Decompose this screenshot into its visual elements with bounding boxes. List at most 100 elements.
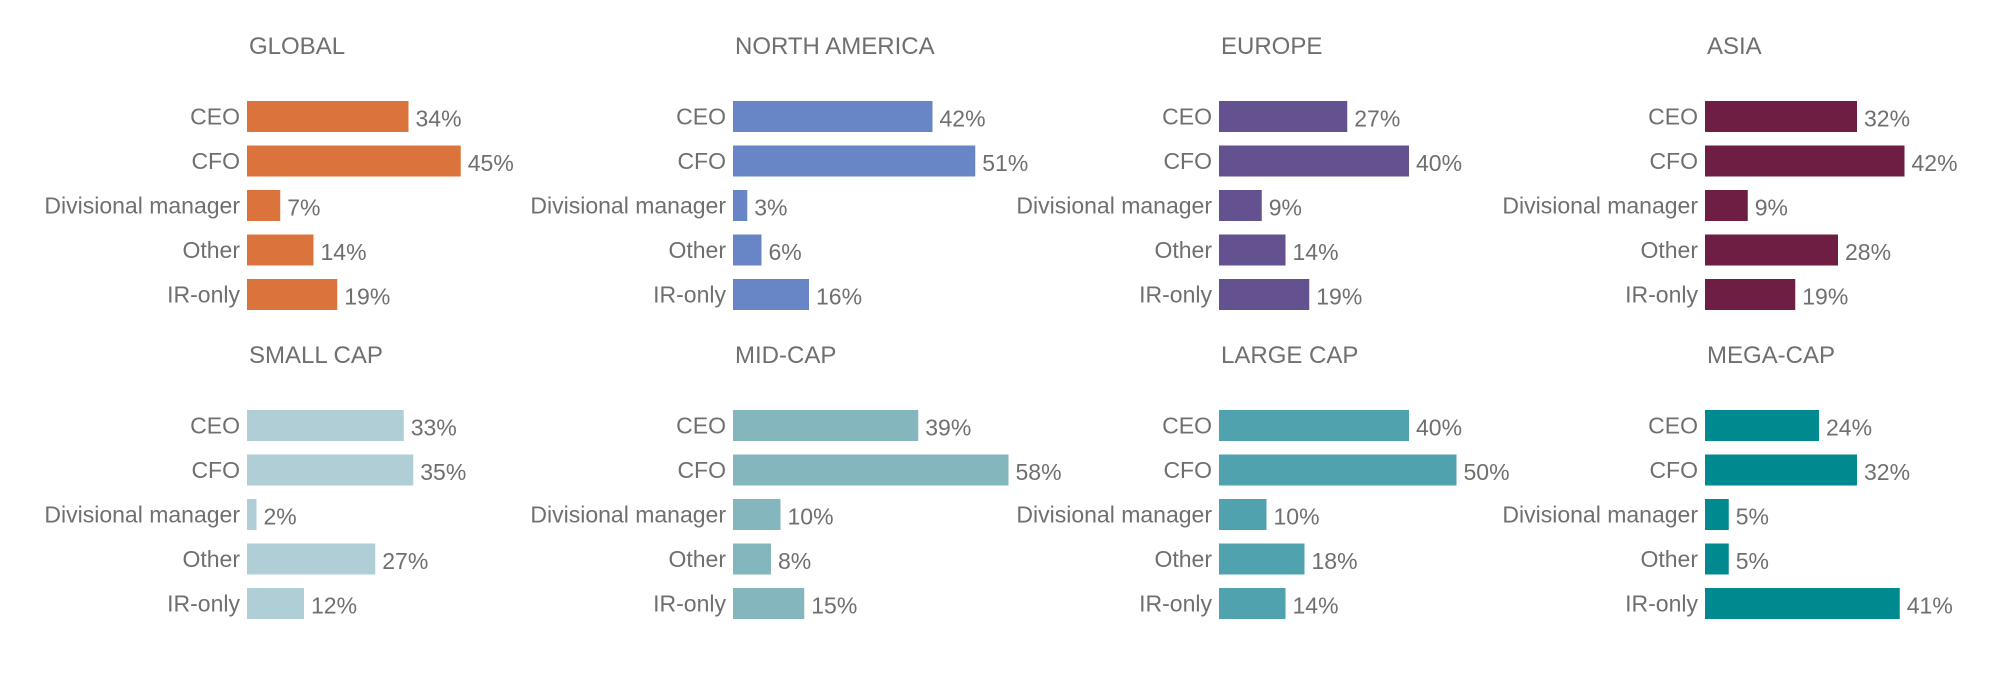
bar: [1705, 279, 1796, 310]
value-label: 58%: [1016, 459, 1062, 485]
value-label: 16%: [816, 284, 862, 310]
value-label: 6%: [769, 239, 802, 265]
category-label: CEO: [1648, 104, 1698, 130]
category-label: CFO: [191, 148, 240, 174]
value-label: 42%: [940, 106, 986, 132]
value-label: 34%: [416, 106, 462, 132]
bar-panel: NORTH AMERICA CEO 42% CFO 51% Divisional mana…: [530, 33, 1028, 310]
value-label: 19%: [344, 284, 390, 310]
category-label: IR-only: [653, 591, 726, 617]
bar: [733, 543, 771, 575]
value-label: 5%: [1736, 504, 1769, 530]
bar: [1219, 101, 1348, 132]
value-label: 9%: [1755, 195, 1788, 221]
category-label: Other: [1154, 237, 1212, 263]
bar: [247, 588, 304, 619]
panel-title: SMALL CAP: [249, 342, 383, 369]
value-label: 3%: [754, 195, 787, 221]
value-label: 19%: [1316, 284, 1362, 310]
value-label: 50%: [1464, 459, 1510, 485]
category-label: CEO: [190, 413, 240, 439]
value-label: 40%: [1416, 415, 1462, 441]
value-label: 45%: [468, 150, 514, 176]
bar: [247, 101, 409, 132]
value-label: 39%: [925, 415, 971, 441]
value-label: 41%: [1907, 593, 1953, 619]
category-label: IR-only: [653, 282, 726, 308]
value-label: 51%: [982, 150, 1028, 176]
category-label: Other: [668, 546, 726, 572]
category-label: IR-only: [1625, 591, 1698, 617]
panel-title: MEGA-CAP: [1707, 342, 1835, 369]
category-label: CFO: [191, 457, 240, 483]
category-label: CFO: [1649, 148, 1698, 174]
value-label: 10%: [1274, 504, 1320, 530]
panel-title: NORTH AMERICA: [735, 33, 935, 60]
bar: [733, 499, 781, 530]
value-label: 15%: [811, 593, 857, 619]
bar: [247, 410, 404, 441]
bar: [1219, 145, 1409, 177]
bar: [247, 234, 314, 266]
bar: [1705, 499, 1729, 530]
value-label: 35%: [420, 459, 466, 485]
bar: [1705, 190, 1748, 221]
category-label: CEO: [676, 104, 726, 130]
bar: [247, 145, 461, 177]
bar: [247, 499, 257, 530]
bar: [247, 190, 281, 221]
value-label: 9%: [1269, 195, 1302, 221]
bar: [1705, 145, 1905, 177]
bar: [733, 101, 933, 132]
bar: [247, 543, 376, 575]
category-label: IR-only: [1139, 282, 1212, 308]
category-label: CEO: [676, 413, 726, 439]
category-label: Other: [182, 546, 240, 572]
bar: [1219, 588, 1286, 619]
category-label: IR-only: [1139, 591, 1212, 617]
panel-title: MID-CAP: [735, 342, 836, 369]
bar: [733, 454, 1009, 486]
bar: [1705, 410, 1819, 441]
category-label: Divisional manager: [1502, 502, 1698, 528]
value-label: 33%: [411, 415, 457, 441]
bar: [733, 145, 976, 177]
category-label: Other: [1154, 546, 1212, 572]
value-label: 24%: [1826, 415, 1872, 441]
category-label: CEO: [190, 104, 240, 130]
bar-panel: EUROPE CEO 27% CFO 40% Divisional manager 9% Ot…: [1016, 33, 1462, 310]
value-label: 18%: [1312, 548, 1358, 574]
bar: [1219, 410, 1409, 441]
bar: [1219, 543, 1305, 575]
category-label: Divisional manager: [1016, 502, 1212, 528]
category-label: Divisional manager: [44, 502, 240, 528]
value-label: 27%: [1354, 106, 1400, 132]
value-label: 5%: [1736, 548, 1769, 574]
bar-panel: MEGA-CAP CEO 24% CFO 32% Divisional manager 5%…: [1502, 342, 1953, 619]
category-label: CFO: [677, 148, 726, 174]
value-label: 32%: [1864, 106, 1910, 132]
category-label: Divisional manager: [44, 193, 240, 219]
bar: [1705, 101, 1857, 132]
value-label: 14%: [1293, 593, 1339, 619]
value-label: 10%: [788, 504, 834, 530]
bar: [1219, 279, 1310, 310]
category-label: CFO: [1649, 457, 1698, 483]
value-label: 2%: [264, 504, 297, 530]
value-label: 28%: [1845, 239, 1891, 265]
value-label: 40%: [1416, 150, 1462, 176]
value-label: 32%: [1864, 459, 1910, 485]
category-label: Other: [182, 237, 240, 263]
panel-title: LARGE CAP: [1221, 342, 1358, 369]
bar: [1219, 454, 1457, 486]
bar-panel: LARGE CAP CEO 40% CFO 50% Divisional manager 1…: [1016, 342, 1510, 619]
category-label: Divisional manager: [530, 502, 726, 528]
bar: [1705, 234, 1838, 266]
bar: [1705, 454, 1857, 486]
category-label: Divisional manager: [530, 193, 726, 219]
bar: [1705, 543, 1729, 575]
category-label: CEO: [1162, 413, 1212, 439]
bar-panel: SMALL CAP CEO 33% CFO 35% Divisional manager 2…: [44, 342, 466, 619]
